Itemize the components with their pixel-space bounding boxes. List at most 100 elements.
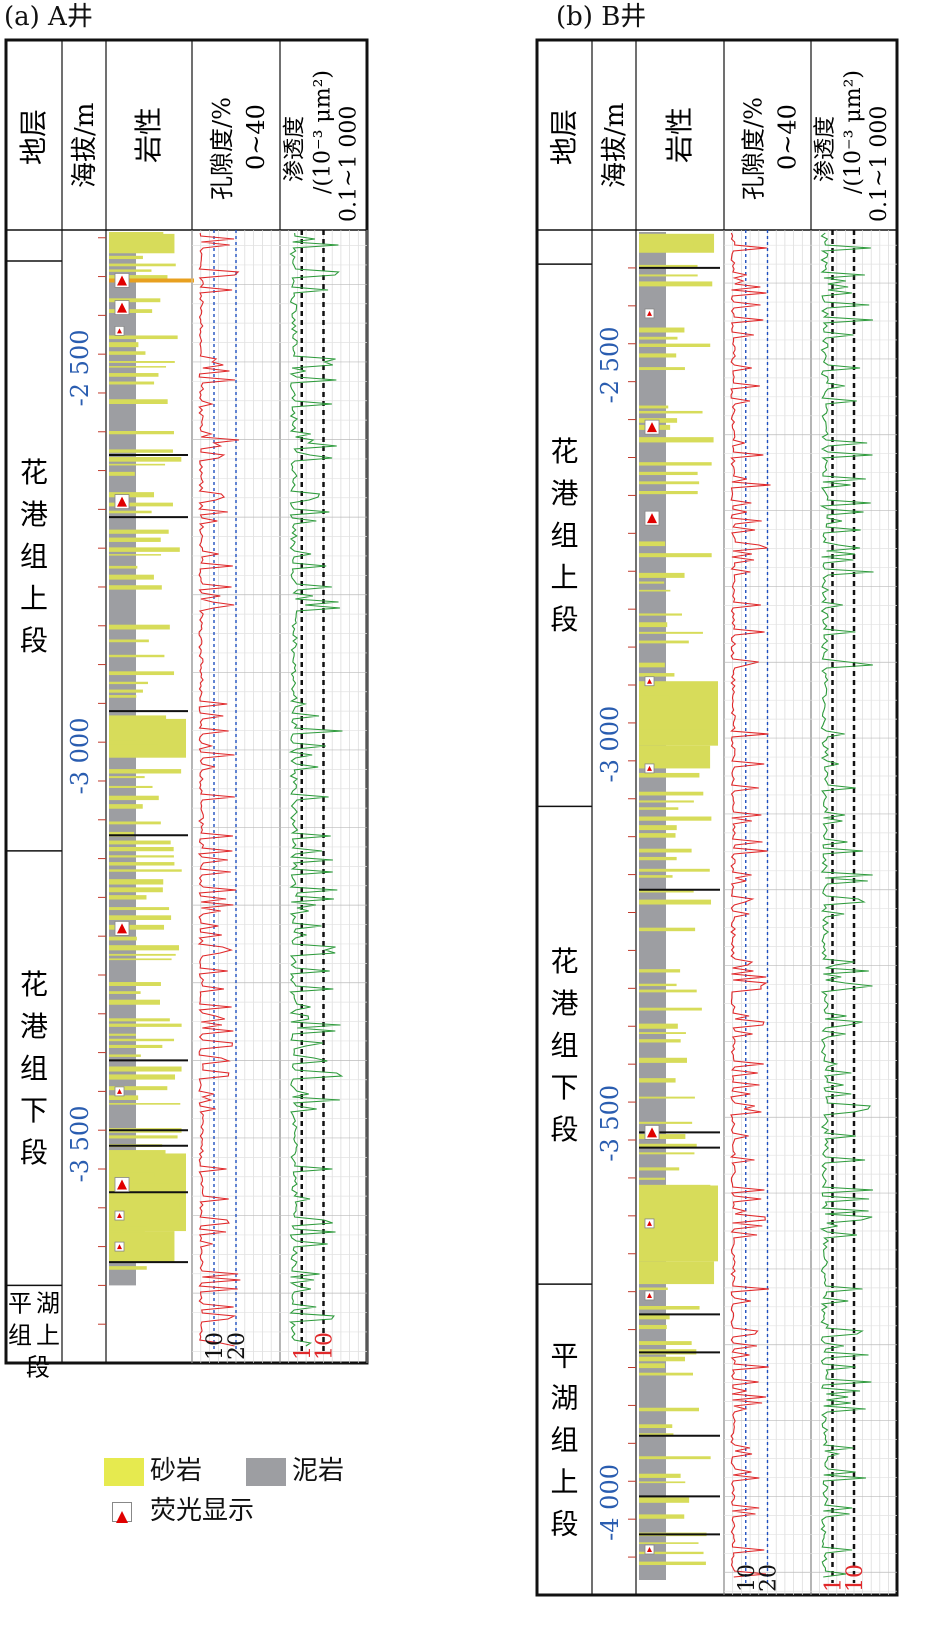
- sandstone-bed: [109, 907, 170, 911]
- strata-char: 花: [20, 968, 48, 1001]
- header-permeability: 渗透度: [283, 116, 308, 182]
- strata-char: 段: [550, 603, 578, 636]
- mudstone-column: [109, 232, 136, 1286]
- sandstone-bed: [639, 471, 698, 476]
- sandstone-bed: [639, 1184, 711, 1187]
- sandstone-bed: [639, 673, 675, 677]
- strata-char: 组: [8, 1321, 32, 1349]
- header-elevation: 海拔/m: [70, 103, 100, 188]
- strata-char: 段: [26, 1353, 50, 1381]
- strata-char: 组: [550, 1424, 578, 1457]
- sandstone-bed: [639, 410, 703, 414]
- sandstone-bed: [109, 654, 165, 658]
- depth-label: -3 000: [596, 706, 624, 783]
- sandstone-bed: [639, 1314, 670, 1320]
- sandstone-bed: [109, 537, 161, 542]
- sandstone-bed: [639, 343, 711, 347]
- sandstone-bed: [109, 1095, 139, 1100]
- sandstone-bed: [639, 1023, 678, 1029]
- fluorescence-triangle: [117, 275, 127, 286]
- sandstone-bed: [639, 1433, 674, 1436]
- fluorescence-triangle: [117, 1244, 122, 1250]
- sandstone-bed: [639, 274, 698, 277]
- strata-char: 平: [550, 1340, 578, 1373]
- sandstone-bed: [639, 1152, 695, 1155]
- sandstone-bed: [109, 982, 161, 986]
- sandstone-bed: [639, 791, 704, 796]
- sandstone-bed: [639, 1078, 676, 1083]
- sandstone-bed: [109, 263, 176, 267]
- fluorescence-triangle: [647, 1220, 652, 1226]
- fluorescence-triangle: [647, 1127, 657, 1138]
- sandstone-bed: [109, 887, 163, 893]
- porosity-tick-label: 10: [203, 1332, 228, 1360]
- sandstone-bed: [109, 1172, 155, 1178]
- strata-char: 组: [20, 1052, 48, 1085]
- strata-char: 港: [550, 987, 578, 1020]
- header-lithology: 岩性: [663, 107, 696, 163]
- strata-char: 下: [550, 1071, 578, 1104]
- sandstone-bed: [109, 574, 154, 580]
- sandstone-bed: [109, 895, 147, 900]
- sandstone-bed: [109, 753, 146, 756]
- sandstone-bed: [639, 927, 696, 932]
- strata-char: 段: [550, 1113, 578, 1146]
- sandstone-bed: [639, 1481, 686, 1484]
- fluorescence-triangle: [117, 328, 122, 334]
- legend-sandstone-label: 砂岩: [150, 1456, 203, 1486]
- sandstone-bed: [639, 758, 673, 763]
- sandstone-bed: [109, 449, 173, 453]
- sandstone-bed: [109, 915, 172, 920]
- strata-char: 湖: [36, 1289, 60, 1317]
- sandstone-bed: [109, 958, 172, 961]
- porosity-tick-label: 20: [225, 1332, 250, 1360]
- strata-char: 段: [550, 1508, 578, 1541]
- sandstone-bed: [109, 1066, 182, 1072]
- header-porosity-range: 0~40: [242, 104, 270, 170]
- sandstone-bed: [639, 1561, 706, 1566]
- sandstone-bed: [639, 856, 677, 861]
- sandstone-bed: [109, 298, 161, 303]
- sandstone-bed: [109, 869, 182, 872]
- strata-char: 段: [20, 1136, 48, 1169]
- sandstone-bed: [109, 1018, 170, 1022]
- sandstone-bed: [109, 776, 145, 779]
- sandstone-bed: [639, 687, 677, 693]
- legend-mudstone-swatch: [246, 1458, 286, 1486]
- sandstone-bed: [639, 581, 665, 584]
- strata-char: 花: [20, 456, 48, 489]
- sandstone-bed: [109, 1023, 182, 1027]
- sandstone-bed: [639, 1473, 681, 1478]
- sandstone-bed: [109, 846, 174, 852]
- sandstone-bed: [639, 1324, 667, 1330]
- sandstone-bed: [639, 1279, 670, 1283]
- sandstone-bed: [109, 1135, 178, 1139]
- depth-label: -3 500: [66, 1106, 94, 1183]
- porosity-curve: [729, 232, 771, 1578]
- strata-char: 花: [550, 945, 578, 978]
- sandstone-bed: [109, 785, 153, 788]
- sandstone-bed: [109, 1266, 147, 1270]
- sandstone-bed: [639, 1143, 697, 1149]
- strata-char: 组: [550, 1029, 578, 1062]
- sandstone-bed: [639, 825, 677, 831]
- sandstone-bed: [639, 353, 677, 358]
- sandstone-bed: [109, 1103, 181, 1105]
- sandstone-bed: [109, 744, 159, 746]
- header-porosity: 孔隙度/%: [740, 97, 768, 200]
- sandstone-bed: [109, 456, 182, 462]
- sandstone-bed: [109, 991, 141, 994]
- sandstone-bed: [639, 662, 665, 668]
- header-permeability-range: 0.1~1 000: [867, 106, 892, 222]
- sandstone-bed: [109, 399, 168, 405]
- sandstone-bed: [109, 361, 175, 363]
- sandstone-bed: [109, 1230, 145, 1233]
- sandstone-bed: [639, 1407, 700, 1412]
- sandstone-bed: [639, 721, 712, 723]
- sandstone-bed: [109, 1054, 141, 1057]
- sandstone-bed: [109, 769, 182, 774]
- sandstone-bed: [639, 1039, 681, 1043]
- sandstone-bed: [639, 800, 694, 803]
- sandstone-bed: [639, 264, 698, 269]
